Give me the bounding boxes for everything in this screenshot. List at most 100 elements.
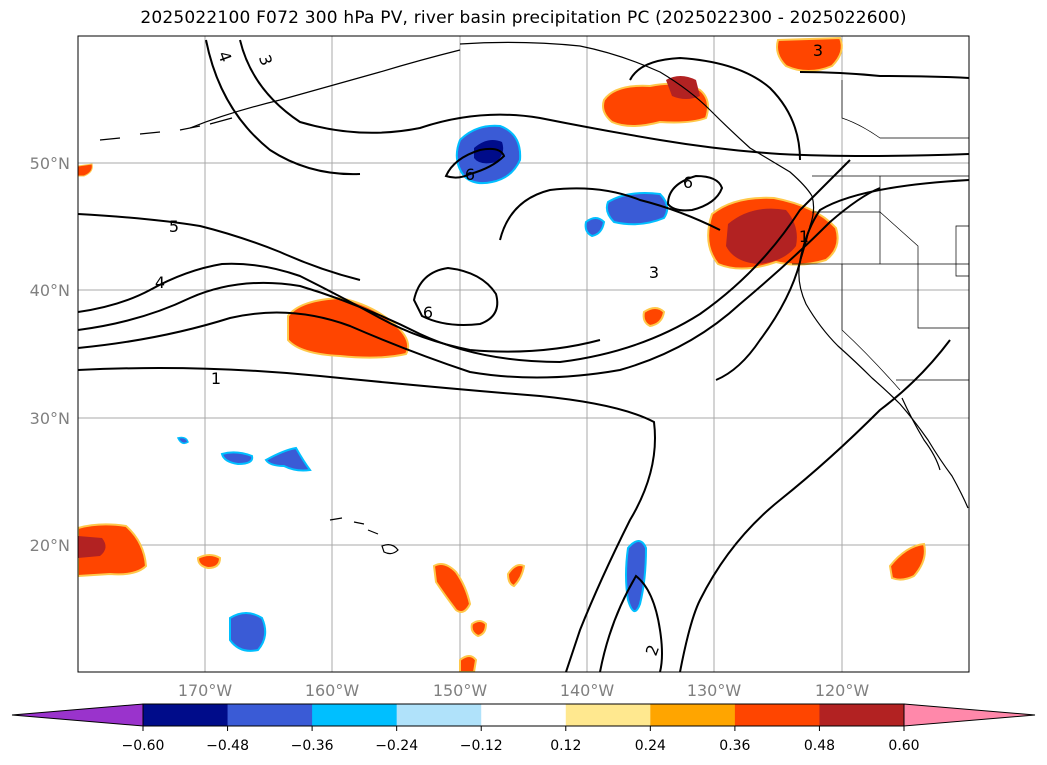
colorbar-tick-label: −0.60: [122, 738, 165, 754]
coast-baja: [901, 397, 941, 471]
precip-area-south-4: [459, 655, 478, 672]
map-border: [77, 35, 970, 673]
contour-line-inner-2: [78, 187, 881, 379]
coast-hawaii: [329, 517, 399, 555]
contour-line-3-north: [239, 39, 969, 157]
contour-line-2: [599, 574, 663, 672]
colorbar-extend-high: [903, 703, 1036, 727]
lat-tick-label: 20°N: [30, 536, 70, 555]
colorbar-tick-label: 0.36: [719, 738, 750, 754]
colorbar-frame: [142, 703, 905, 727]
coast-alaska-gulf: [459, 41, 813, 197]
border-nv-ut: [955, 225, 969, 277]
precip-neg-hawaii-3: [176, 436, 189, 445]
colorbar-ticks: −0.60 −0.48 −0.36 −0.24 −0.12 0.12 0.24 0.36 0.4…: [122, 726, 920, 754]
contour-label: 5: [169, 217, 179, 236]
pv-contours: [78, 39, 969, 672]
lon-tick-labels: 170°W 160°W 150°W 140°W 130°W 120°W: [178, 681, 870, 700]
map-title: 2025022100 F072 300 hPa PV, river basin …: [140, 8, 907, 28]
border-bc: [841, 80, 969, 139]
map-panel: [78, 36, 969, 672]
colorbar-extend-low: [11, 703, 144, 727]
contour-label: 4: [155, 273, 165, 292]
lon-tick-label: 130°W: [687, 681, 742, 700]
precip-neg-north-pacific-core: [474, 140, 504, 164]
colorbar-bin: [650, 704, 736, 726]
precip-area-south-2: [506, 564, 526, 588]
contour-line-1: [78, 367, 656, 672]
precip-positive-areas: [78, 36, 926, 672]
colorbar-tick-label: −0.24: [375, 738, 418, 754]
contour-line-inner-1: [78, 159, 851, 364]
contour-label: 6: [683, 173, 693, 192]
lat-tick-label: 50°N: [30, 154, 70, 173]
contour-labels: 4 3 5 4 6 6 6 3 1 1 3 2: [155, 41, 823, 658]
colorbar-tick-label: 0.60: [888, 738, 919, 754]
lon-tick-label: 120°W: [815, 681, 870, 700]
colorbar-bin: [396, 704, 482, 726]
gridlines: [78, 36, 969, 672]
lon-tick-label: 140°W: [560, 681, 615, 700]
precip-neg-east-2: [584, 217, 606, 238]
border-id: [879, 176, 969, 329]
colorbar-bin: [312, 704, 398, 726]
coast-alaska-peninsula: [189, 49, 461, 129]
colorbar-tick-label: 0.24: [635, 738, 666, 754]
colorbar-bin: [565, 704, 651, 726]
contour-label: 1: [799, 227, 809, 246]
precip-neg-hawaii-2: [264, 446, 312, 472]
contour-line-north-ring: [629, 56, 801, 161]
contour-line-3-ne: [799, 71, 969, 79]
contour-label: 3: [649, 263, 659, 282]
contour-line-6-north: [444, 147, 506, 179]
precip-area-west-edge: [78, 163, 93, 177]
contour-line-6-east: [666, 174, 724, 212]
colorbar-tick-label: 0.12: [550, 738, 581, 754]
lat-tick-labels: 50°N 40°N 30°N 20°N: [30, 154, 70, 555]
colorbar-bin: [819, 704, 905, 726]
contour-label: 6: [423, 303, 433, 322]
precip-area-baja: [888, 542, 926, 581]
precip-area-small-1: [642, 307, 666, 328]
colorbar-tick-label: 0.48: [804, 738, 835, 754]
lon-tick-label: 170°W: [178, 681, 233, 700]
border-nv-ca: [841, 264, 901, 391]
precip-area-south-3: [470, 620, 488, 638]
precip-area-south-1: [432, 563, 472, 613]
coast-west-us: [798, 195, 969, 509]
precip-area-north: [776, 36, 843, 72]
precip-area-small-2: [196, 554, 222, 570]
contour-line-6-closed: [412, 266, 499, 326]
contour-line-n2: [499, 187, 721, 241]
contour-line-coast: [715, 179, 969, 381]
colorbar-bin: [734, 704, 820, 726]
contour-label: 1: [211, 369, 221, 388]
state-borders: [792, 80, 969, 391]
colorbar-bin: [227, 704, 313, 726]
colorbar: −0.60 −0.48 −0.36 −0.24 −0.12 0.12 0.24 0.36 0.4…: [11, 703, 1036, 754]
contour-label: 3: [813, 41, 823, 60]
precip-negative-areas: [176, 124, 669, 652]
colorbar-bins: [143, 704, 905, 726]
colorbar-bin: [143, 704, 229, 726]
contour-label: 6: [465, 165, 475, 184]
precip-area-hawaii-west: [78, 523, 148, 578]
lon-tick-label: 150°W: [433, 681, 488, 700]
lat-tick-label: 30°N: [30, 409, 70, 428]
colorbar-tick-label: −0.36: [291, 738, 334, 754]
lat-tick-label: 40°N: [30, 281, 70, 300]
contour-line-5: [78, 213, 361, 281]
colorbar-bin: [481, 704, 567, 726]
contour-line-outer-east: [679, 339, 951, 672]
coast-alaska-aleutians: [99, 117, 233, 141]
precip-neg-hawaii-1: [220, 451, 254, 466]
colorbar-tick-label: −0.48: [206, 738, 249, 754]
precip-area-hawaii-west-core: [78, 536, 106, 558]
coastlines: [99, 41, 969, 555]
lon-tick-label: 160°W: [305, 681, 360, 700]
precip-neg-south-west: [229, 612, 267, 652]
contour-line-4-north: [205, 39, 361, 176]
colorbar-tick-label: −0.12: [460, 738, 503, 754]
contour-line-4-south: [78, 262, 601, 353]
